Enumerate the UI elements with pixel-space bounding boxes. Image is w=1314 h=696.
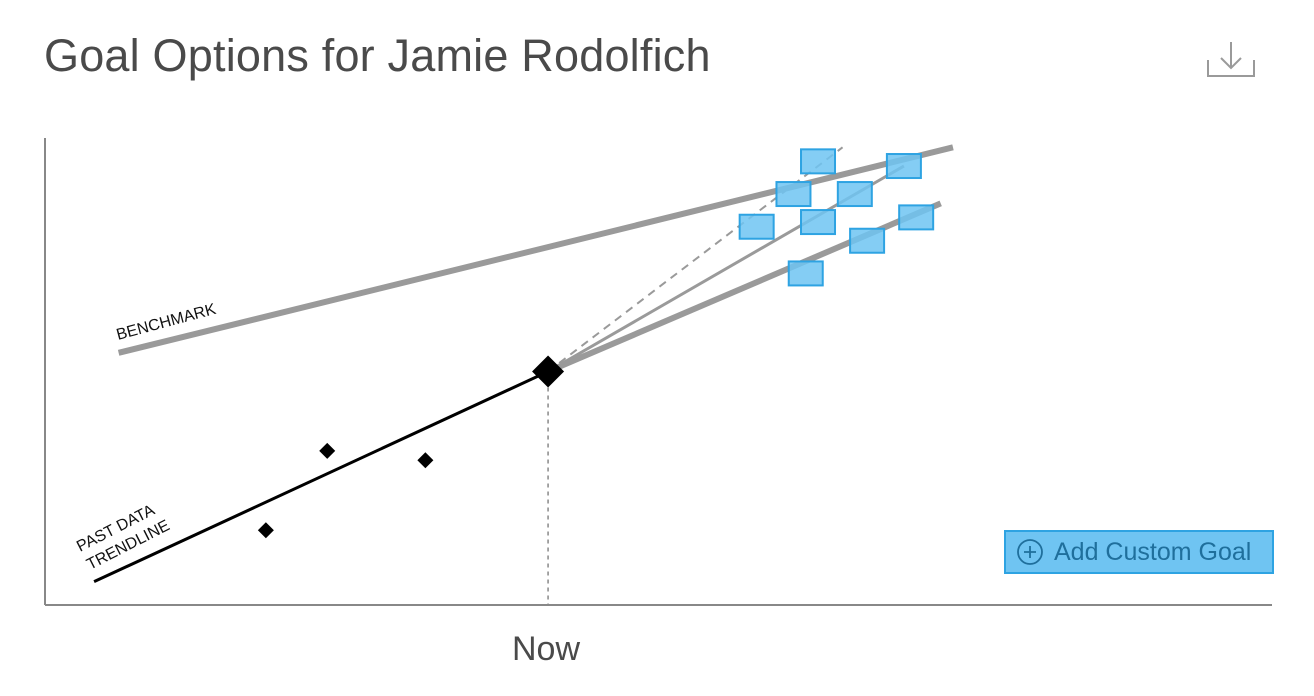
trendline: [93, 370, 549, 584]
goal-marker[interactable]: [800, 148, 837, 175]
goal-marker[interactable]: [898, 204, 935, 231]
current-data-point: [532, 355, 565, 388]
goal-marker[interactable]: [775, 181, 812, 208]
goal-marker[interactable]: [836, 181, 873, 208]
goal-marker[interactable]: [800, 209, 837, 236]
add-custom-goal-button[interactable]: Add Custom Goal: [1004, 530, 1274, 574]
download-icon: [1207, 42, 1255, 77]
past-data-point: [319, 442, 336, 459]
page-title: Goal Options for Jamie Rodolfich: [44, 30, 711, 81]
x-axis-label: Now: [512, 630, 581, 668]
benchmark-line: [117, 144, 954, 356]
benchmark-label: BENCHMARK: [115, 301, 218, 344]
add-custom-goal-label: Add Custom Goal: [1054, 537, 1252, 566]
past-data-point: [417, 452, 434, 469]
past-data-point: [257, 522, 274, 539]
goal-marker[interactable]: [885, 153, 922, 180]
goal-marker[interactable]: [849, 227, 886, 254]
goal-marker[interactable]: [787, 260, 824, 287]
goal-line-1: [547, 146, 844, 373]
download-button[interactable]: [1204, 38, 1258, 82]
goal-marker[interactable]: [738, 213, 775, 240]
plus-circle-icon: [1017, 539, 1043, 565]
